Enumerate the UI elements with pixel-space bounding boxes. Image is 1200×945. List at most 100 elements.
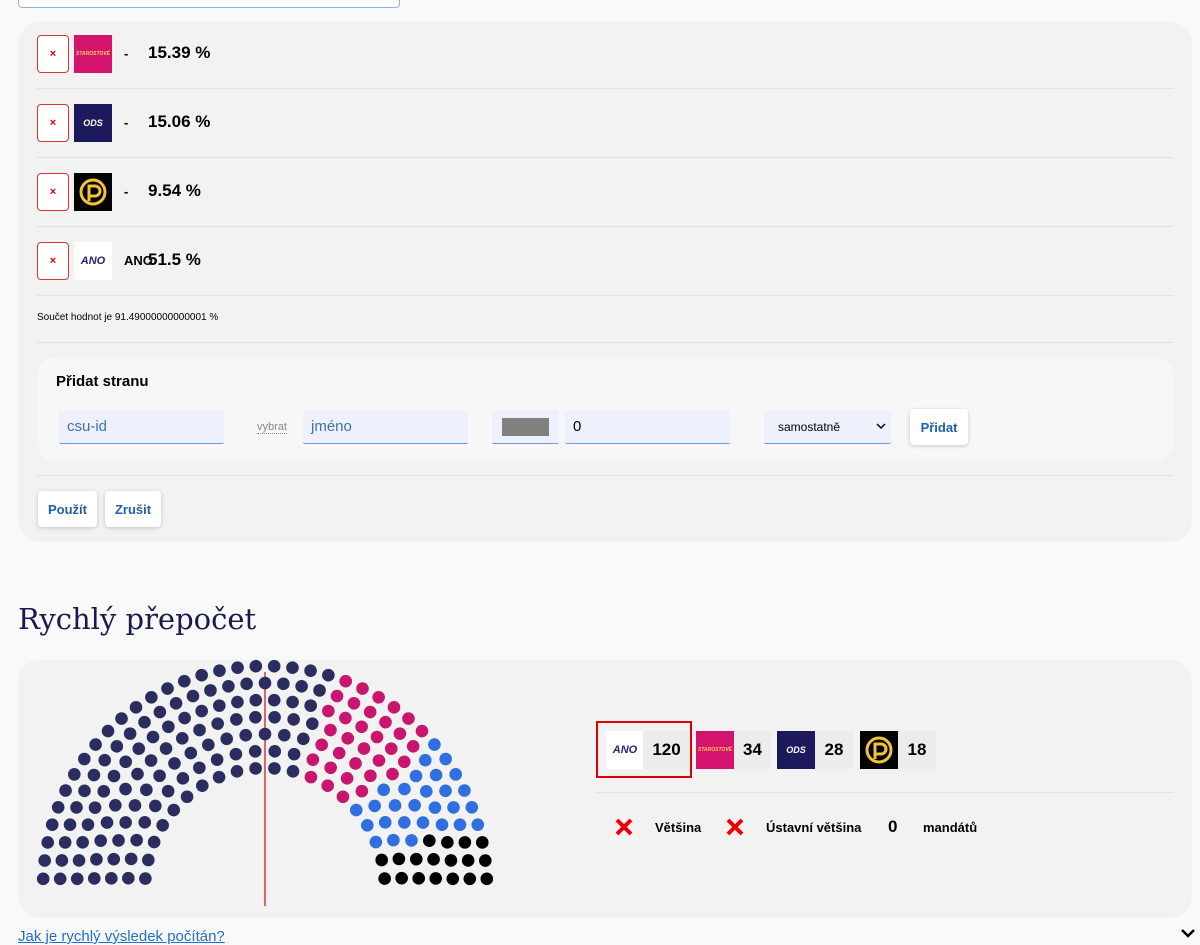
seat <box>98 753 112 767</box>
seat <box>296 732 310 746</box>
pick-link[interactable]: vybrat <box>257 421 287 434</box>
seat <box>101 724 115 738</box>
seat <box>138 715 151 729</box>
seat <box>130 833 143 847</box>
remove-button[interactable]: × <box>37 35 69 73</box>
seat <box>123 727 137 740</box>
separator <box>37 475 1173 476</box>
party-percent: 51.5 % <box>148 250 201 269</box>
seat <box>248 745 262 758</box>
color-input[interactable] <box>492 410 559 444</box>
seat <box>324 723 337 737</box>
seat <box>210 753 224 766</box>
seat <box>268 710 281 724</box>
seat <box>132 742 146 756</box>
name-input[interactable]: jméno <box>303 410 468 444</box>
seat <box>416 816 430 829</box>
remove-button[interactable]: × <box>37 104 69 142</box>
seat <box>402 712 415 725</box>
seat <box>463 872 477 886</box>
seat <box>180 790 194 804</box>
party-percent: 15.39 % <box>148 43 211 62</box>
seat <box>446 872 460 886</box>
seat <box>409 769 423 783</box>
seat <box>131 767 144 781</box>
csu-input[interactable]: csu-id <box>59 410 224 444</box>
cancel-button[interactable]: Zrušit <box>105 491 161 527</box>
seat <box>304 664 317 678</box>
seat <box>304 699 317 712</box>
add-button[interactable]: Přidat <box>910 409 968 445</box>
apply-button[interactable]: Použít <box>38 491 97 527</box>
seat <box>193 723 206 737</box>
seat <box>109 798 122 812</box>
seat <box>324 761 337 775</box>
remove-button[interactable]: × <box>37 242 69 280</box>
seat <box>222 679 235 693</box>
add-title: Přidat stranu <box>56 373 149 390</box>
majority-label: Většina <box>655 820 702 835</box>
seat-count: 18 <box>898 731 936 769</box>
party-logo: ODS <box>777 731 815 769</box>
seat <box>87 872 101 885</box>
seat <box>439 784 452 798</box>
seat <box>81 818 95 831</box>
seat <box>230 713 243 726</box>
party-logo <box>74 173 112 211</box>
seat <box>220 732 234 746</box>
help-link[interactable]: Jak je rychlý výsledek počítán? <box>18 928 225 945</box>
seat <box>418 753 432 767</box>
seat <box>90 853 103 866</box>
seat <box>76 836 89 849</box>
expand-chevron[interactable] <box>1180 928 1196 940</box>
seat <box>322 668 335 682</box>
value-input[interactable]: 0 <box>565 410 730 444</box>
seat <box>336 790 350 804</box>
constitutional-label: Ústavní většina <box>766 820 862 835</box>
separator <box>37 157 1173 158</box>
seat <box>184 746 198 760</box>
seat <box>107 852 121 866</box>
seat <box>89 738 102 751</box>
seat <box>372 754 386 767</box>
seat <box>169 697 183 710</box>
highlight-box <box>596 721 692 778</box>
seat <box>146 730 160 744</box>
seat <box>230 765 244 778</box>
seat <box>51 801 65 814</box>
seat-count: 28 <box>815 731 853 769</box>
mode-select[interactable]: samostatně <box>764 410 891 444</box>
seat <box>340 772 354 785</box>
seat <box>124 852 138 866</box>
seat <box>378 872 391 885</box>
seat <box>277 677 290 691</box>
seat <box>408 798 421 812</box>
seat <box>144 754 158 767</box>
seat <box>406 740 420 753</box>
seat <box>119 755 133 769</box>
seat <box>268 745 282 758</box>
seat <box>41 836 55 849</box>
seat <box>419 785 433 798</box>
seat <box>398 782 411 796</box>
remove-button[interactable]: × <box>37 173 69 211</box>
seat <box>119 816 132 829</box>
seat <box>162 720 175 734</box>
party-logo: ANO <box>606 731 644 769</box>
seat <box>339 674 352 688</box>
mandates-count: 0 <box>888 817 898 836</box>
seat <box>363 705 377 719</box>
chevron <box>876 423 886 430</box>
seat <box>149 799 162 813</box>
seat <box>240 677 253 691</box>
seat <box>458 836 472 849</box>
mode-value: samostatně <box>778 420 841 434</box>
party-name: ANO <box>124 253 153 268</box>
seat <box>378 816 392 829</box>
seat <box>142 853 155 867</box>
seat <box>397 755 411 769</box>
seat <box>176 772 190 785</box>
separator <box>37 295 1173 296</box>
seat <box>286 695 299 709</box>
seat <box>229 747 243 761</box>
